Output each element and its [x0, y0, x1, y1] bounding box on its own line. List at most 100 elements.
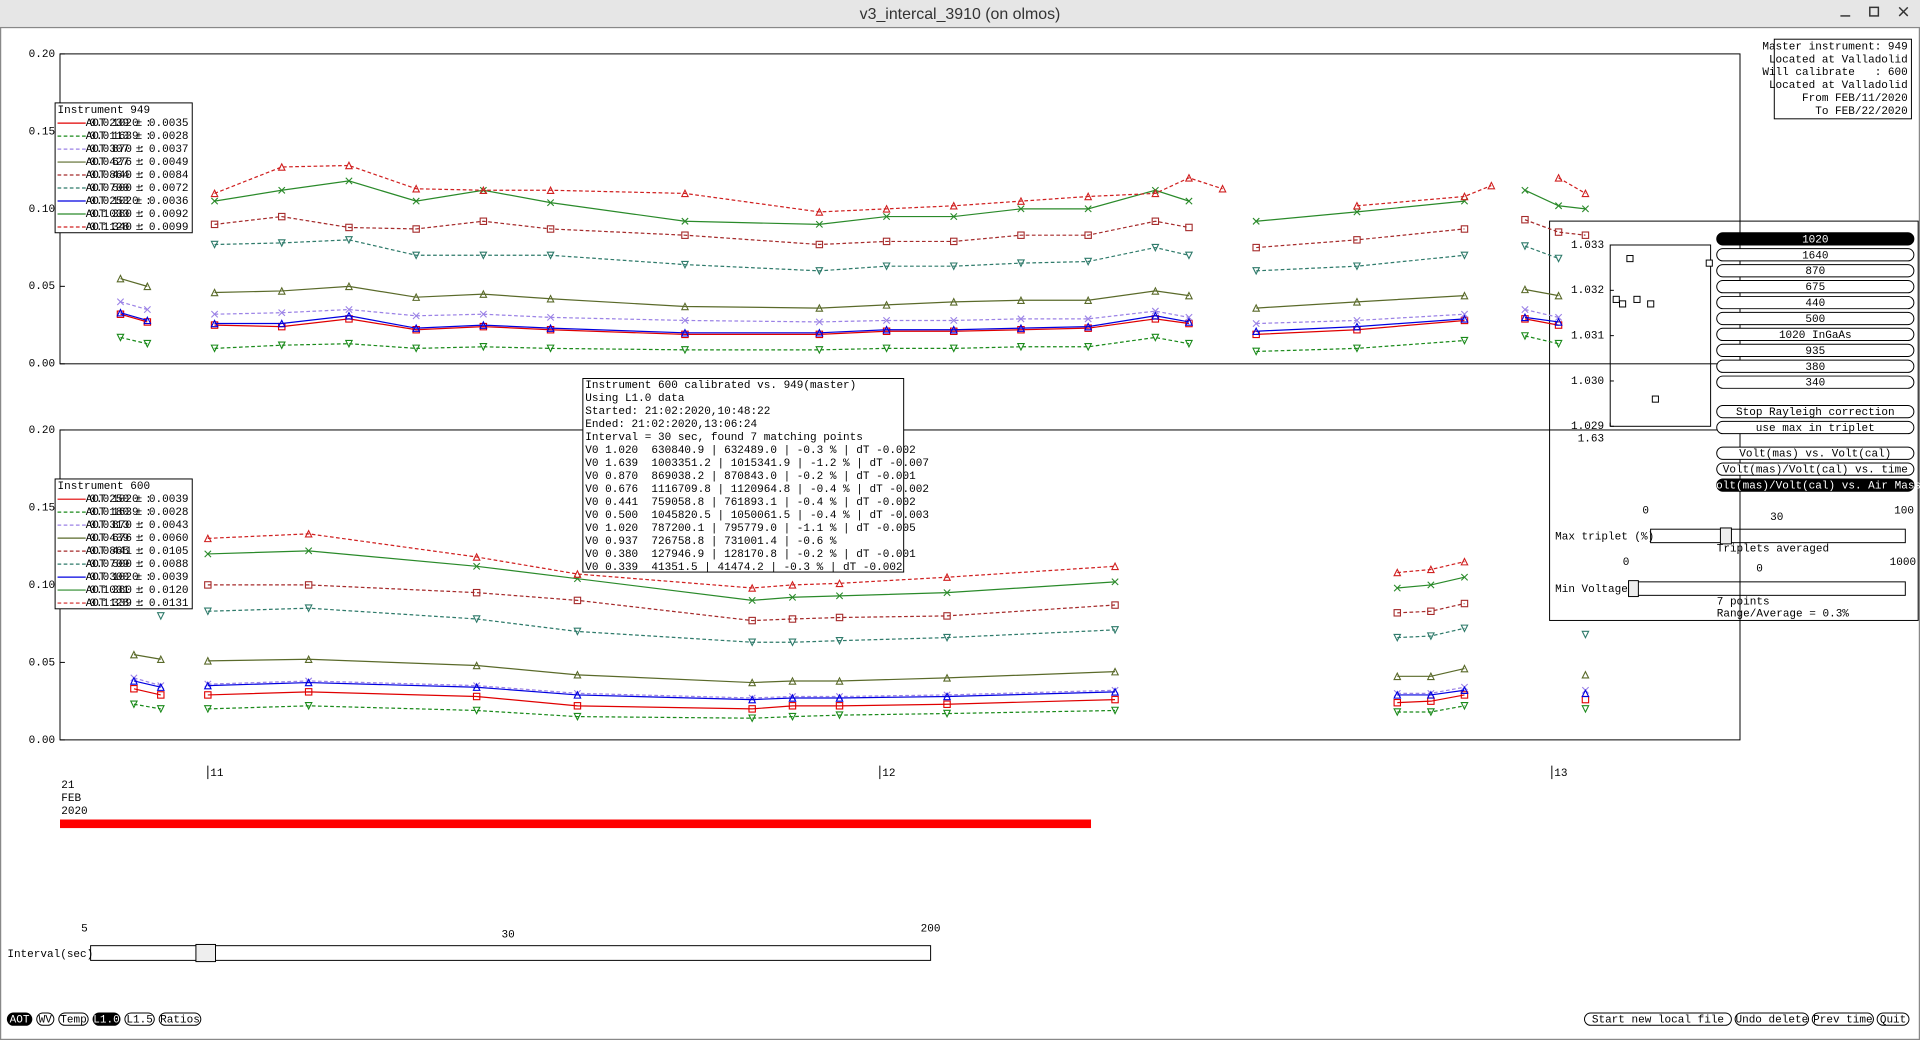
wavelength-button-frame[interactable] [1716, 264, 1915, 278]
mode-toggle-frame[interactable] [6, 1012, 33, 1026]
data-point [1460, 251, 1469, 260]
wavelength-button-frame[interactable] [1716, 359, 1915, 373]
action-button[interactable]: Undo delete [1734, 1012, 1810, 1027]
view-button-label[interactable]: Volt(mas)/Volt(cal) vs. Air Mass [1710, 481, 1920, 493]
view-button[interactable]: Volt(mas)/Volt(cal) vs. Air Mass [1710, 478, 1920, 493]
mode-toggle[interactable]: L1.0 [92, 1012, 121, 1027]
option-button-frame[interactable] [1716, 404, 1915, 419]
action-button[interactable]: Start new local file [1584, 1012, 1732, 1027]
action-button-frame[interactable] [1811, 1012, 1874, 1026]
wavelength-button[interactable]: 1020 [1716, 232, 1915, 247]
option-button-label[interactable]: use max in triplet [1756, 423, 1875, 435]
data-point [1017, 315, 1025, 323]
wavelength-button[interactable]: 340 [1716, 375, 1915, 390]
wavelength-button-label[interactable]: 1640 [1802, 250, 1828, 262]
wavelength-button-label[interactable]: 340 [1805, 378, 1825, 390]
view-button[interactable]: Volt(mas)/Volt(cal) vs. time [1716, 462, 1915, 477]
wavelength-button-frame[interactable] [1716, 248, 1915, 262]
max-triplet-slider[interactable] [1650, 528, 1906, 544]
mode-toggle-frame[interactable] [36, 1012, 55, 1026]
view-button[interactable]: Volt(mas) vs. Volt(cal) [1716, 446, 1915, 461]
mode-toggle[interactable]: WV [36, 1012, 55, 1027]
wavelength-button-label[interactable]: 935 [1805, 346, 1825, 358]
view-button-frame[interactable] [1716, 446, 1915, 460]
mode-toggle[interactable]: Ratios [158, 1012, 202, 1027]
wavelength-button-label[interactable]: 675 [1805, 282, 1825, 294]
mode-toggle-label[interactable]: AOT [10, 1015, 30, 1027]
wavelength-button-label[interactable]: 380 [1805, 362, 1825, 374]
mode-toggle[interactable]: L1.5 [124, 1012, 155, 1027]
mode-toggle-frame[interactable] [58, 1012, 89, 1026]
data-point [1581, 670, 1590, 679]
data-point [1460, 336, 1469, 345]
mode-toggle-label[interactable]: Ratios [160, 1015, 200, 1027]
wavelength-button-label[interactable]: 1020 [1802, 234, 1828, 246]
window-controls[interactable] [1840, 6, 1909, 17]
wavelength-button[interactable]: 675 [1716, 280, 1915, 295]
wavelength-button-label[interactable]: 870 [1805, 266, 1825, 278]
action-button-label[interactable]: Prev time [1813, 1015, 1872, 1027]
action-button-frame[interactable] [1734, 1012, 1810, 1026]
wavelength-button-frame[interactable] [1716, 375, 1915, 389]
mode-toggle-frame[interactable] [92, 1012, 121, 1026]
wavelength-button-label[interactable]: 1020 InGaAs [1779, 330, 1852, 342]
interval-slider[interactable] [90, 945, 932, 961]
mode-toggle-frame[interactable] [124, 1012, 155, 1026]
data-point [1554, 339, 1563, 349]
mode-toggle[interactable]: AOT [6, 1012, 33, 1027]
wavelength-button-label[interactable]: 440 [1805, 298, 1825, 310]
mode-toggle-label[interactable]: WV [39, 1015, 53, 1027]
wavelength-button[interactable]: 1640 [1716, 248, 1915, 263]
mode-toggle-frame[interactable] [158, 1012, 202, 1026]
action-button[interactable]: Quit [1876, 1012, 1910, 1027]
wavelength-button[interactable]: 870 [1716, 264, 1915, 279]
action-button-frame[interactable] [1584, 1012, 1732, 1026]
wavelength-button-frame[interactable] [1716, 295, 1915, 310]
wavelength-button-frame[interactable] [1716, 280, 1915, 294]
wavelength-button[interactable]: 500 [1716, 311, 1915, 326]
action-button-label[interactable]: Undo delete [1735, 1015, 1808, 1027]
y-tick-label: 0.00 [29, 359, 55, 371]
maximize[interactable] [1869, 6, 1880, 17]
wavelength-button-label[interactable]: 500 [1805, 314, 1825, 326]
min-voltage-slider[interactable] [1628, 581, 1906, 596]
view-button-label[interactable]: Volt(mas) vs. Volt(cal) [1739, 449, 1891, 461]
wavelength-button-frame[interactable] [1716, 343, 1915, 357]
mode-toggle[interactable]: Temp [58, 1012, 89, 1027]
option-button-label[interactable]: Stop Rayleigh correction [1736, 407, 1895, 419]
wavelength-button-frame[interactable] [1716, 232, 1915, 246]
data-point [472, 692, 481, 701]
wavelength-button[interactable]: 935 [1716, 343, 1915, 358]
max-triplet-knob[interactable] [1719, 527, 1732, 545]
data-point [546, 225, 555, 233]
option-button[interactable]: use max in triplet [1716, 420, 1915, 435]
data-point [835, 693, 844, 702]
data-point [1554, 173, 1563, 182]
view-button-frame[interactable] [1716, 478, 1915, 492]
data-point [815, 328, 824, 337]
view-button-frame[interactable] [1716, 462, 1915, 476]
option-button[interactable]: Stop Rayleigh correction [1716, 404, 1915, 419]
action-button-label[interactable]: Quit [1880, 1015, 1906, 1027]
action-button-frame[interactable] [1876, 1012, 1910, 1026]
wavelength-button[interactable]: 1020 InGaAs [1716, 327, 1915, 342]
wavelength-button-frame[interactable] [1716, 311, 1915, 326]
view-button-label[interactable]: Volt(mas)/Volt(cal) vs. time [1723, 465, 1908, 477]
time-range-bar[interactable] [60, 819, 1092, 829]
mode-toggle-label[interactable]: Temp [60, 1015, 86, 1027]
option-button-frame[interactable] [1716, 420, 1915, 435]
series-line [207, 584, 1465, 622]
data-point [129, 676, 138, 685]
wavelength-button-frame[interactable] [1716, 327, 1915, 342]
close[interactable] [1898, 6, 1909, 17]
action-button[interactable]: Prev time [1811, 1012, 1874, 1027]
interval-knob[interactable] [195, 943, 216, 963]
data-point [157, 691, 165, 699]
mode-toggle-label[interactable]: L1.5 [126, 1015, 152, 1027]
data-point [210, 197, 219, 205]
action-button-label[interactable]: Start new local file [1592, 1015, 1724, 1027]
min-voltage-knob[interactable] [1628, 580, 1639, 598]
mode-toggle-label[interactable]: L1.0 [93, 1015, 119, 1027]
wavelength-button[interactable]: 440 [1716, 295, 1915, 310]
wavelength-button[interactable]: 380 [1716, 359, 1915, 374]
